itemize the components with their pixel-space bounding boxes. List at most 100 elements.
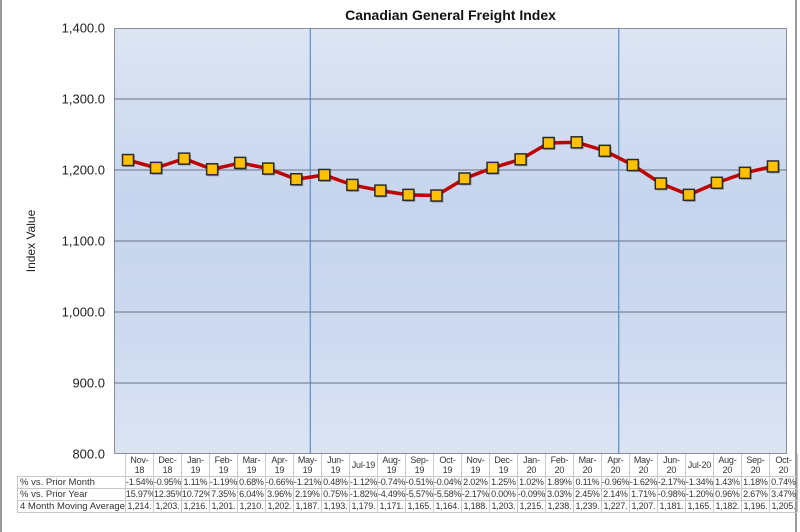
table-cell: 1,182. [712,500,742,513]
table-cell: 2.19% [292,488,322,501]
table-cell: 1.89% [544,476,574,489]
x-axis-category-label: Nov- 19 [460,454,490,477]
table-cell: 1,216. [180,500,210,513]
x-axis-category-label: May- 19 [292,454,322,477]
y-tick-label: 1,200.0 [61,162,105,178]
table-cell: 0.48% [320,476,350,489]
table-cell: -2.17% [656,476,686,489]
table-cell: 0.75% [320,488,350,501]
data-point-marker [149,161,163,175]
x-axis-category-label: Feb- 20 [544,454,574,477]
row-label: % vs. Prior Year [17,488,126,501]
table-cell: 1,227. [600,500,630,513]
table-cell: 1.25% [488,476,518,489]
category-header-row: Nov- 18 Dec- 18 Jan- 19 Feb- 19 Mar- 19 Apr- 19 May-… [17,454,798,477]
data-point-marker [177,152,191,165]
y-tick-label: 900.0 [72,375,105,391]
x-axis-category-label: Jul-19 [348,454,378,477]
table-cell: -0.98% [656,488,686,501]
table-cell: 1.11% [180,476,210,489]
table-corner [17,454,126,477]
y-tick-label: 1,000.0 [61,304,105,320]
table-cell: -1.54% [124,476,154,489]
table-cell: 1,181. [656,500,686,513]
data-point-marker [261,162,275,175]
table-cell: -1.12% [348,476,378,489]
x-axis-category-label: Jun- 19 [320,454,350,477]
table-cell: 1.02% [516,476,546,489]
table-cell: 1.43% [712,476,742,489]
table-cell: 1,210. [236,500,266,513]
x-axis-category-label: Oct- 20 [768,454,798,477]
y-tick-label: 1,100.0 [61,233,105,249]
x-axis-category-label: Aug- 19 [376,454,406,477]
table-cell: 1,202. [264,500,294,513]
table-cell: 1,214. [124,500,154,513]
x-axis-category-label: Aug- 20 [712,454,742,477]
x-axis-category-label: Jan- 19 [180,454,210,477]
data-point-marker [766,160,780,173]
data-point-marker [318,168,331,182]
table-cell: -1.21% [292,476,322,489]
x-axis-category-label: Jan- 20 [516,454,546,477]
table-cell: 1,196. [740,500,770,513]
table-cell: 1,165. [404,500,434,513]
y-tick-label: 1,300.0 [61,91,105,107]
table-cell: 12.35% [152,488,182,501]
table-cell: 6.04% [236,488,266,501]
table-cell: 2.67% [740,488,770,501]
table-cell: 1,215. [516,500,546,513]
table-cell: -0.04% [432,476,462,489]
table-cell: 1,239. [572,500,602,513]
data-point-marker [205,163,219,176]
x-axis-category-label: Sep- 19 [404,454,434,477]
data-point-marker [570,136,583,149]
x-axis-category-label: Jul-20 [684,454,714,477]
table-cell: 2.14% [600,488,630,501]
x-axis-category-label: Nov- 18 [124,454,154,477]
table-cell: 2.02% [460,476,490,489]
table-cell: -2.17% [460,488,490,501]
table-row: % vs. Prior Year 15.97% 12.35% 10.72% 7.35% 6… [17,488,798,501]
table-cell: 1,171. [376,500,406,513]
x-axis-category-label: Dec- 18 [152,454,182,477]
chart-frame-left-border [0,0,2,532]
table-cell: 1,203. [152,500,182,513]
table-cell: -4.49% [376,488,406,501]
data-point-marker [121,153,135,167]
table-cell: 1.18% [740,476,770,489]
x-axis-category-label: Oct- 19 [432,454,462,477]
x-axis-category-label: Apr- 19 [264,454,294,477]
table-cell: -1.34% [684,476,714,489]
table-cell: 3.03% [544,488,574,501]
table-cell: -5.57% [404,488,434,501]
x-axis-category-label: Dec- 19 [488,454,518,477]
x-axis-category-label: Sep- 20 [740,454,770,477]
data-point-marker [626,158,640,172]
data-point-marker [458,172,471,185]
table-cell: 3.96% [264,488,294,501]
table-cell: -0.96% [600,476,630,489]
data-point-marker [542,136,555,150]
data-point-marker [346,178,359,192]
table-cell: -0.95% [152,476,182,489]
x-axis-category-label: May- 20 [628,454,658,477]
row-label: 4 Month Moving Average [17,500,126,513]
table-row: % vs. Prior Month -1.54% -0.95% 1.11% -1.19%… [17,476,798,489]
table-cell: -1.82% [348,488,378,501]
data-point-marker [233,156,247,170]
table-cell: 0.68% [236,476,266,489]
table-cell: 10.72% [180,488,210,501]
data-point-marker [598,144,611,158]
table-cell: -0.66% [264,476,294,489]
table-cell: -1.19% [208,476,238,489]
table-cell: 1,201. [208,500,238,513]
data-point-marker [738,166,752,180]
table-cell: 1,203. [488,500,518,513]
table-cell: 1,165. [684,500,714,513]
table-cell: -5.58% [432,488,462,501]
chart-title: Canadian General Freight Index [345,7,556,23]
x-axis-category-label: Jun- 20 [656,454,686,477]
table-cell: 0.00% [488,488,518,501]
